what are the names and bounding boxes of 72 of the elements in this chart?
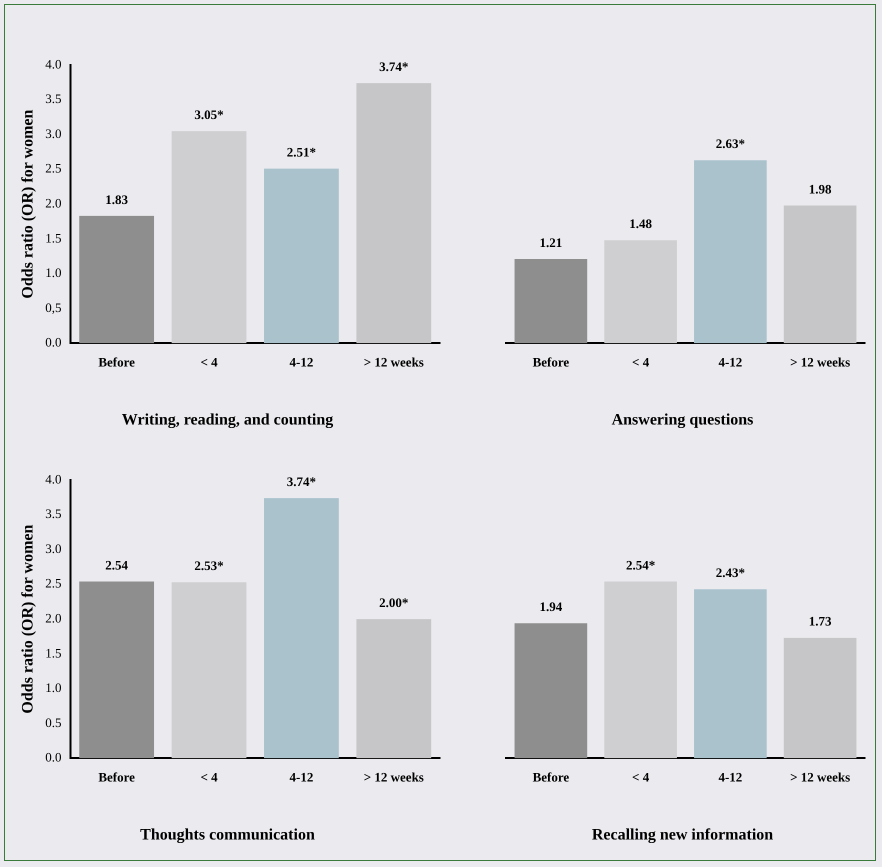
x-tick-label: > 12 weeks <box>790 769 850 784</box>
data-label: 2.51* <box>286 144 316 160</box>
y-tick-label: 4.0 <box>45 56 62 72</box>
y-tick-label: 3.0 <box>45 126 62 141</box>
x-tick-label: 4-12 <box>718 769 742 784</box>
y-tick-label: 1.0 <box>45 680 62 696</box>
data-label: 1.98 <box>808 181 832 196</box>
x-tick-label: > 12 weeks <box>364 769 424 784</box>
bar <box>514 623 588 758</box>
y-tick-label: 2.5 <box>45 576 62 591</box>
x-tick-label: Before <box>532 769 570 784</box>
bar <box>694 589 767 758</box>
bar <box>604 240 677 344</box>
y-tick-label: 4.0 <box>45 471 62 486</box>
x-tick-label: 4-12 <box>289 354 314 370</box>
data-label: 2.53* <box>194 558 224 574</box>
y-tick-label: 2.0 <box>45 196 62 211</box>
x-tick-label: > 12 weeks <box>790 354 850 370</box>
y-axis-title: Odds ratio (OR) for women <box>20 524 37 714</box>
bar <box>514 259 588 344</box>
data-label: 3.74* <box>286 474 316 489</box>
data-label: 1.83 <box>105 192 129 207</box>
x-tick-label: Before <box>98 354 136 370</box>
y-tick-label: 0,5 <box>45 300 62 315</box>
bar <box>264 498 339 758</box>
data-label: 1.73 <box>808 614 832 629</box>
bar <box>356 619 432 758</box>
x-tick-label: < 4 <box>632 769 650 784</box>
bar <box>172 582 246 758</box>
data-label: 3.74* <box>379 58 408 74</box>
y-tick-label: 0.5 <box>45 714 62 730</box>
y-tick-label: 3.5 <box>45 506 62 522</box>
x-tick-label: Before <box>532 354 570 370</box>
bar <box>784 205 856 344</box>
text: Recalling new information <box>592 826 774 844</box>
data-label: 2.54 <box>105 557 129 572</box>
y-tick-label: 1.5 <box>45 230 62 246</box>
data-label: 2.54* <box>626 557 656 572</box>
y-tick-label: 1.5 <box>45 645 62 660</box>
x-tick-label: > 12 weeks <box>364 354 424 370</box>
data-label: 2.00* <box>379 594 408 610</box>
x-tick-label: < 4 <box>200 354 218 370</box>
bar <box>784 638 856 758</box>
bar <box>172 131 246 344</box>
data-label: 1.94 <box>540 599 563 614</box>
bar <box>604 582 677 758</box>
y-tick-label: 2.0 <box>45 610 62 626</box>
x-tick-label: 4-12 <box>289 769 314 784</box>
y-tick-label: 0.0 <box>45 750 62 765</box>
bar <box>79 582 154 758</box>
bar <box>694 160 767 344</box>
y-tick-label: 0.0 <box>45 334 62 350</box>
y-tick-label: 3.0 <box>45 540 62 556</box>
data-label: 2.63* <box>716 136 745 152</box>
data-label: 1.48 <box>629 216 652 232</box>
data-label: 2.43* <box>716 565 745 580</box>
y-tick-label: 2.5 <box>45 160 62 176</box>
x-tick-label: < 4 <box>632 354 650 370</box>
bar <box>356 83 432 344</box>
data-label: 1.21 <box>540 234 562 250</box>
x-tick-label: Before <box>98 769 136 784</box>
x-tick-label: 4-12 <box>718 354 742 370</box>
y-tick-label: 1.0 <box>45 265 62 280</box>
bar <box>79 216 154 344</box>
y-axis-title: Odds ratio (OR) for women <box>20 109 37 299</box>
y-tick-label: 3.5 <box>45 91 62 106</box>
x-tick-label: < 4 <box>200 769 218 784</box>
text: Thoughts communication <box>140 826 315 844</box>
bar <box>264 168 339 344</box>
text: Writing, reading, and counting <box>122 412 334 429</box>
text: Answering questions <box>612 412 754 429</box>
data-label: 3.05* <box>194 106 224 122</box>
